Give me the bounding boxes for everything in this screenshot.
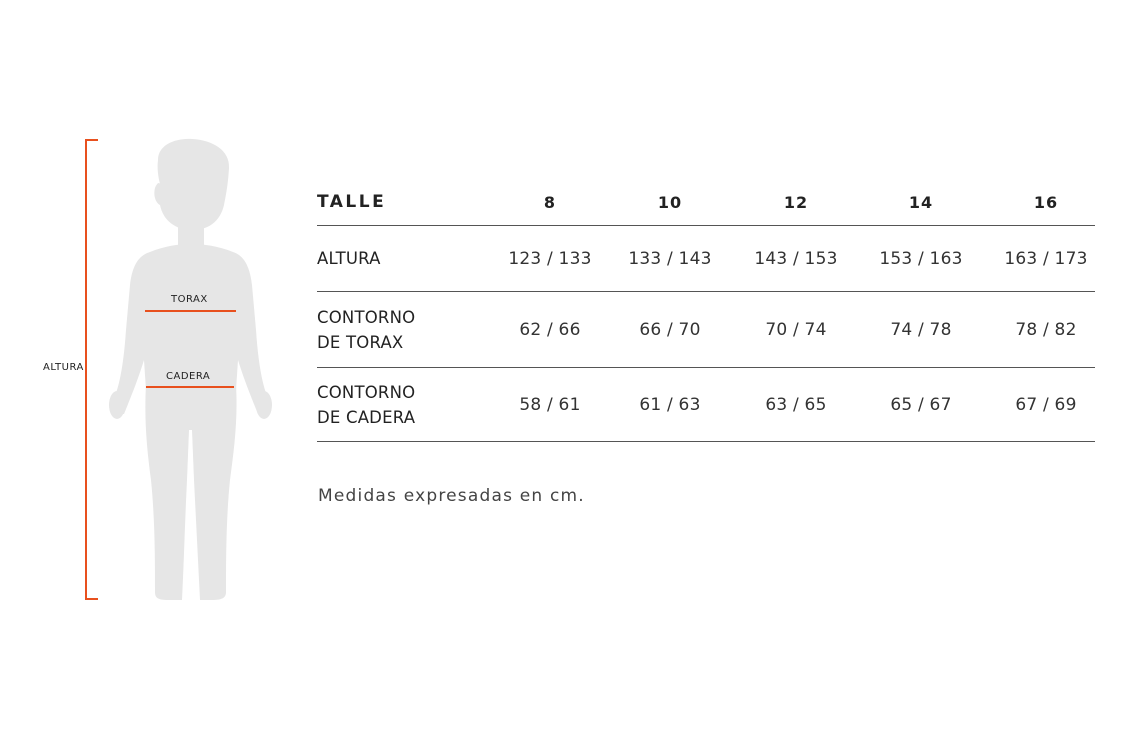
table-cell: 74 / 78 xyxy=(890,319,952,340)
table-cell: 153 / 163 xyxy=(879,248,963,269)
table-cell: 123 / 133 xyxy=(508,248,592,269)
table-cell: 61 / 63 xyxy=(639,394,701,415)
table-row-contorno-cadera: CONTORNO DE CADERA 58 / 61 61 / 63 63 / … xyxy=(317,368,1095,442)
child-silhouette-illustration xyxy=(85,138,272,600)
row-label-line: CONTORNO xyxy=(317,382,416,402)
height-bracket xyxy=(85,139,98,600)
table-cell: 133 / 143 xyxy=(628,248,712,269)
cadera-figure-label: CADERA xyxy=(166,371,211,382)
table-cell: 70 / 74 xyxy=(765,319,827,340)
table-cell: 62 / 66 xyxy=(519,319,581,340)
table-cell: 163 / 173 xyxy=(1004,248,1088,269)
table-cell: 66 / 70 xyxy=(639,319,701,340)
row-label-line: DE CADERA xyxy=(317,407,416,427)
size-chart-table: TALLE 8 10 12 14 16 ALTURA 123 / 133 133… xyxy=(317,180,1095,442)
body-measurement-figure: ALTURA TORAX CADERA xyxy=(0,0,300,739)
row-label: ALTURA xyxy=(317,226,381,291)
header-size-cell: 10 xyxy=(657,193,683,212)
header-size-cell: 16 xyxy=(1033,193,1059,212)
row-label: CONTORNO DE CADERA xyxy=(317,368,415,441)
header-size-cell: 8 xyxy=(543,193,557,212)
row-label: CONTORNO DE TORAX xyxy=(317,292,415,367)
row-label-line: CONTORNO xyxy=(317,307,416,327)
torax-figure-label: TORAX xyxy=(171,294,208,305)
header-size-cell: 12 xyxy=(783,193,809,212)
table-cell: 58 / 61 xyxy=(519,394,581,415)
table-row-contorno-torax: CONTORNO DE TORAX 62 / 66 66 / 70 70 / 7… xyxy=(317,292,1095,368)
table-cell: 63 / 65 xyxy=(765,394,827,415)
table-cell: 67 / 69 xyxy=(1015,394,1077,415)
table-cell: 78 / 82 xyxy=(1015,319,1077,340)
table-header-row: TALLE 8 10 12 14 16 xyxy=(317,180,1095,226)
table-cell: 65 / 67 xyxy=(890,394,952,415)
altura-figure-label: ALTURA xyxy=(43,362,84,373)
units-footnote: Medidas expresadas en cm. xyxy=(318,486,585,506)
row-label-line: DE TORAX xyxy=(317,332,404,352)
row-label-line: ALTURA xyxy=(317,249,381,268)
header-label-talle: TALLE xyxy=(317,192,387,212)
table-cell: 143 / 153 xyxy=(754,248,838,269)
table-row-altura: ALTURA 123 / 133 133 / 143 143 / 153 153… xyxy=(317,226,1095,292)
header-size-cell: 14 xyxy=(908,193,934,212)
child-silhouette xyxy=(109,138,272,600)
